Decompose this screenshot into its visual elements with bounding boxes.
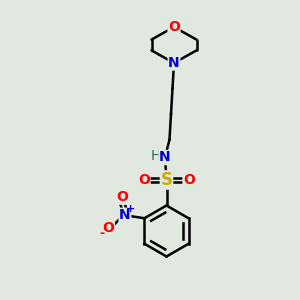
Text: H: H: [150, 149, 161, 163]
Text: O: O: [116, 190, 128, 204]
Text: O: O: [103, 221, 114, 235]
Text: O: O: [183, 173, 195, 187]
Text: +: +: [126, 204, 136, 214]
Text: S: S: [160, 171, 172, 189]
Text: O: O: [138, 173, 150, 187]
Text: N: N: [119, 208, 131, 222]
Text: N: N: [159, 151, 171, 164]
Text: -: -: [99, 227, 104, 240]
Text: O: O: [168, 20, 180, 34]
Text: N: N: [168, 56, 180, 70]
